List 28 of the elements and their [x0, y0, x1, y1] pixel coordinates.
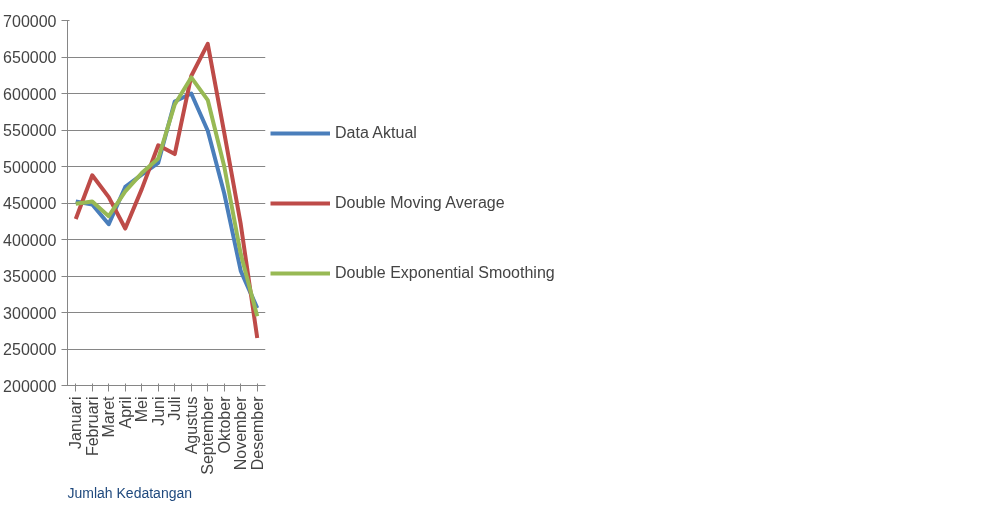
x-tick-label: Maret: [100, 395, 118, 438]
y-tick-label: 350000: [3, 268, 57, 285]
y-tick-label: 450000: [3, 195, 57, 212]
x-tick-label: Oktober: [215, 395, 233, 454]
x-tick-label: Mei: [133, 396, 151, 423]
x-tick-label: November: [232, 395, 250, 471]
y-tick-label: 500000: [3, 158, 57, 176]
y-tick-label: 550000: [3, 122, 57, 139]
x-tick-label: Agustus: [182, 396, 200, 455]
y-tick-label: 200000: [3, 377, 57, 395]
x-tick-label: April: [116, 396, 134, 429]
y-tick-label: 700000: [3, 12, 57, 30]
y-tick-label: 250000: [3, 341, 57, 358]
y-tick-label: 600000: [3, 85, 57, 103]
legend-label: Double Exponential Smoothing: [335, 263, 555, 282]
x-tick-label: Juni: [149, 396, 167, 426]
line-series: [73, 41, 260, 341]
legend-label: Double Moving Average: [335, 193, 505, 212]
x-tick-label: Juli: [166, 396, 184, 421]
x-tick-label: Januari: [67, 396, 85, 449]
y-tick-label: 300000: [3, 304, 57, 322]
y-tick-label: 400000: [3, 231, 57, 249]
x-tick-label: September: [199, 395, 217, 475]
text: Jumlah Kedatangan: [67, 484, 193, 501]
y-tick-label: 650000: [3, 49, 57, 66]
x-tick-label: Desember: [248, 395, 266, 471]
legend-label: Data Aktual: [335, 123, 417, 142]
x-tick-label: Februari: [83, 396, 101, 457]
